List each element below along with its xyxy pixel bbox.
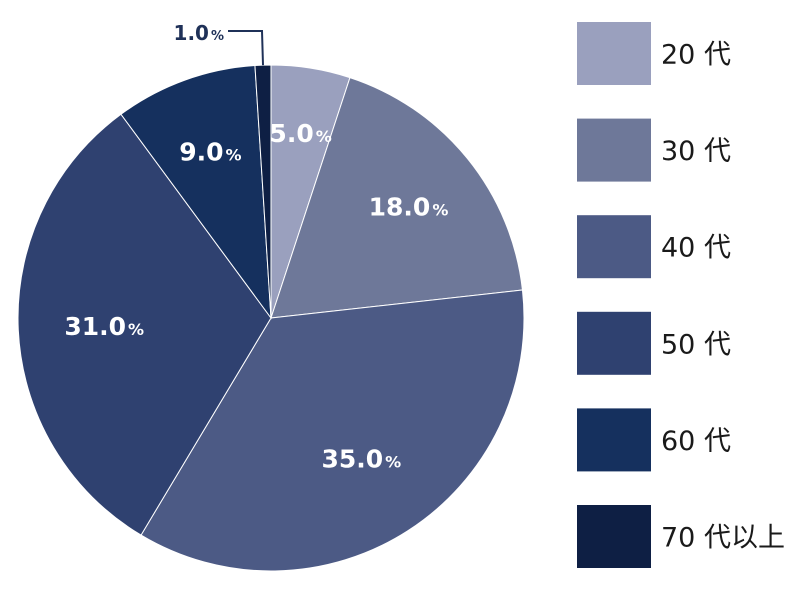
legend-label-50s: 50 代 xyxy=(661,329,731,360)
legend-swatch-40s xyxy=(577,215,651,279)
pie-slice-30s xyxy=(270,76,523,319)
pie-slice-70s-plus xyxy=(254,64,272,319)
legend-swatch-60s xyxy=(577,408,651,472)
legend-label-60s: 60 代 xyxy=(661,426,731,457)
leader-lines xyxy=(228,30,264,66)
legend-swatch-70s-plus xyxy=(577,505,651,568)
slice-labels: 5.0 % 18.0 % 35.0 % 31.0 % 9.0 % 1.0% xyxy=(64,21,448,474)
slice-value-label-40s: 35.0% xyxy=(321,445,401,474)
legend: 20 代 30 代 40 代 50 代 60 代 70 代以上 xyxy=(577,22,785,568)
legend-label-30s: 30 代 xyxy=(661,136,731,167)
pie-slice-60s xyxy=(120,64,272,320)
slice-value-label-50s: 31.0% xyxy=(64,312,144,341)
leader-line-70s-plus xyxy=(228,30,264,66)
slice-value-label-60s: 9.0% xyxy=(179,138,241,167)
legend-label-70s-plus: 70 代以上 xyxy=(661,523,785,554)
slice-value-label-70s-plus: 1.0% xyxy=(174,21,224,45)
pie-slices xyxy=(17,64,525,572)
legend-label-20s: 20 代 xyxy=(661,40,731,71)
legend-swatch-20s xyxy=(577,22,651,85)
slice-value-label-20s: 5.0% xyxy=(269,119,331,148)
pie-slice-40s xyxy=(140,289,525,572)
legend-swatch-30s xyxy=(577,118,651,182)
pie-slice-50s xyxy=(17,113,272,536)
legend-label-40s: 40 代 xyxy=(661,233,731,264)
slice-value-label-30s: 18.0% xyxy=(369,192,449,221)
legend-swatch-50s xyxy=(577,311,651,375)
